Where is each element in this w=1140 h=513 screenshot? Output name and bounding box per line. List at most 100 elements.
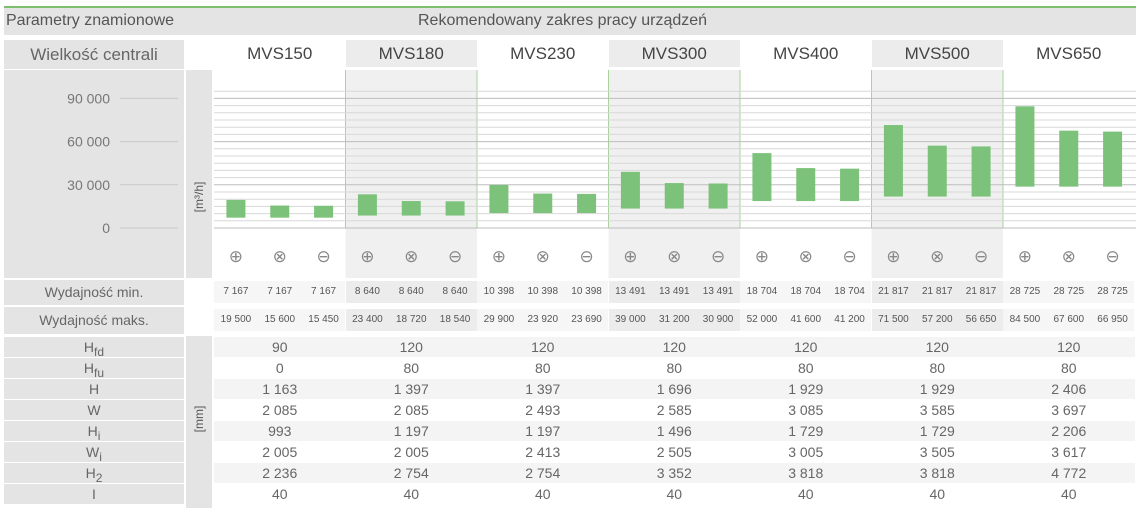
cross-circle-icon: ⊗ (273, 247, 287, 267)
perf-max-cell: 18 540 (433, 309, 477, 331)
dim-cell: 90 (214, 337, 346, 357)
dim-cell: 2 005 (214, 442, 346, 462)
range-bar-mvs300-2 (664, 183, 684, 209)
dim-cell: 2 085 (345, 400, 477, 420)
model-header-mvs650: MVS650 (1003, 40, 1135, 67)
cross-circle-icon: ⊗ (404, 247, 418, 267)
dim-unit-cell: [mm] (186, 336, 212, 508)
dim-unit-label: [mm] (192, 405, 206, 433)
plus-circle-icon: ⊕ (360, 247, 374, 267)
perf-max-cell: 29 900 (477, 309, 521, 331)
range-bar-mvs650-2 (1059, 130, 1079, 187)
dim-cell: 1 397 (345, 379, 477, 399)
dim-cell: 40 (477, 484, 609, 504)
perf-max-cell: 15 600 (257, 309, 302, 331)
range-bar-mvs230-1 (489, 184, 509, 214)
dim-label-main: H (87, 423, 98, 439)
perf-max-cell: 15 450 (301, 309, 346, 331)
dim-cell: 3 617 (1003, 442, 1135, 462)
perf-max-cell: 18 720 (389, 309, 434, 331)
range-bar-mvs500-2 (927, 145, 947, 197)
dim-cell: 1 197 (477, 421, 609, 441)
plus-circle-icon: ⊕ (1018, 247, 1032, 267)
perf-min-cell: 21 817 (871, 281, 916, 303)
dim-cell: 80 (345, 358, 477, 378)
dim-cell: 2 406 (1003, 379, 1135, 399)
perf-min-cell: 13 491 (608, 281, 653, 303)
dim-cell: 2 206 (1003, 421, 1135, 441)
dim-cell: 80 (608, 358, 740, 378)
model-header-mvs500: MVS500 (871, 40, 1003, 67)
dim-label-main: W (87, 402, 101, 418)
perf-max-cell: 71 500 (871, 309, 916, 331)
dim-cell: 993 (214, 421, 346, 441)
perf-max-cell: 67 600 (1046, 309, 1091, 331)
perf-min-cell: 13 491 (696, 281, 740, 303)
range-bar-mvs230-3 (577, 193, 597, 214)
model-header-mvs300: MVS300 (608, 40, 740, 67)
cross-circle-icon: ⊗ (536, 247, 550, 267)
dim-label-main: H (83, 339, 95, 355)
dim-cell: 1 696 (608, 379, 740, 399)
minus-circle-icon: ⊖ (974, 247, 988, 267)
range-bar-mvs180-3 (445, 201, 465, 216)
ytick-label: 60 000 (67, 134, 110, 150)
range-bar-mvs300-3 (708, 183, 728, 209)
dim-cell: 40 (608, 484, 740, 504)
perf-min-cell: 18 704 (783, 281, 828, 303)
dim-cell: 120 (477, 337, 609, 357)
dim-label-main: W (86, 444, 100, 460)
dim-label-main: H (88, 381, 100, 397)
dim-cell: 120 (345, 337, 477, 357)
dim-cell: 3 585 (871, 400, 1003, 420)
dim-cell: 1 397 (477, 379, 609, 399)
dim-cell: 3 005 (740, 442, 872, 462)
dim-cell: 2 005 (345, 442, 477, 462)
dim-label-sub: fu (94, 365, 105, 380)
dim-label-sub: i (99, 449, 102, 464)
dim-cell: 80 (740, 358, 872, 378)
dim-cell: 3 085 (740, 400, 872, 420)
perf-min-cell: 10 398 (477, 281, 521, 303)
perf-max-cell: 41 200 (827, 309, 872, 331)
dim-cell: 3 818 (740, 463, 872, 483)
dim-cell: 2 754 (477, 463, 609, 483)
cross-circle-icon: ⊗ (667, 247, 681, 267)
dim-label-0: Hfd (4, 337, 184, 359)
dim-cell: 1 197 (345, 421, 477, 441)
dim-cell: 2 754 (345, 463, 477, 483)
range-bar-mvs300-1 (620, 171, 640, 209)
minus-circle-icon: ⊖ (842, 247, 856, 267)
perf-min-cell: 18 704 (827, 281, 872, 303)
range-chart: 90 000 60 000 30 000 0 ⊕ ⊗ ⊖ ⊕ ⊗ ⊖ ⊕ ⊗ ⊖ ⊕ ⊗ ⊖ ⊕ ⊗ ⊖ ⊕ ⊗ ⊖ ⊕ ⊗ ⊖ (67, 70, 1136, 278)
dim-label-4: Hi (4, 421, 184, 443)
dim-cell: 0 (214, 358, 346, 378)
perf-min-cell: 8 640 (433, 281, 477, 303)
dim-label-sub: i (97, 428, 101, 443)
perf-min-cell: 7 167 (301, 281, 346, 303)
chart-unit-cell: [m³/h] (186, 70, 212, 278)
range-bar-mvs400-2 (796, 168, 816, 202)
range-bar-mvs180-1 (357, 194, 377, 216)
range-bar-mvs150-1 (226, 199, 246, 218)
ytick-label: 30 000 (67, 177, 110, 193)
perf-min-cell: 21 817 (959, 281, 1003, 303)
perf-max-cell: 23 690 (564, 309, 609, 331)
model-header-mvs150: MVS150 (214, 40, 346, 67)
dim-cell: 40 (871, 484, 1003, 504)
dim-label-sub: fd (94, 344, 105, 359)
cross-circle-icon: ⊗ (1062, 247, 1076, 267)
title-center: Rekomendowany zakres pracy urządzeń (418, 12, 708, 29)
dim-cell: 2 236 (214, 463, 346, 483)
perf-max-label: Wydajność maks. (4, 307, 184, 334)
chart-band-mvs230 (477, 70, 609, 278)
dim-label-7: I (4, 484, 184, 504)
perf-min-cell: 8 640 (389, 281, 434, 303)
dim-cell: 2 505 (608, 442, 740, 462)
perf-min-cell: 21 817 (915, 281, 960, 303)
perf-min-cell: 7 167 (214, 281, 258, 303)
perf-max-cell: 19 500 (214, 309, 258, 331)
dim-cell: 3 697 (1003, 400, 1135, 420)
plus-circle-icon: ⊕ (623, 247, 637, 267)
perf-min-cell: 10 398 (520, 281, 565, 303)
